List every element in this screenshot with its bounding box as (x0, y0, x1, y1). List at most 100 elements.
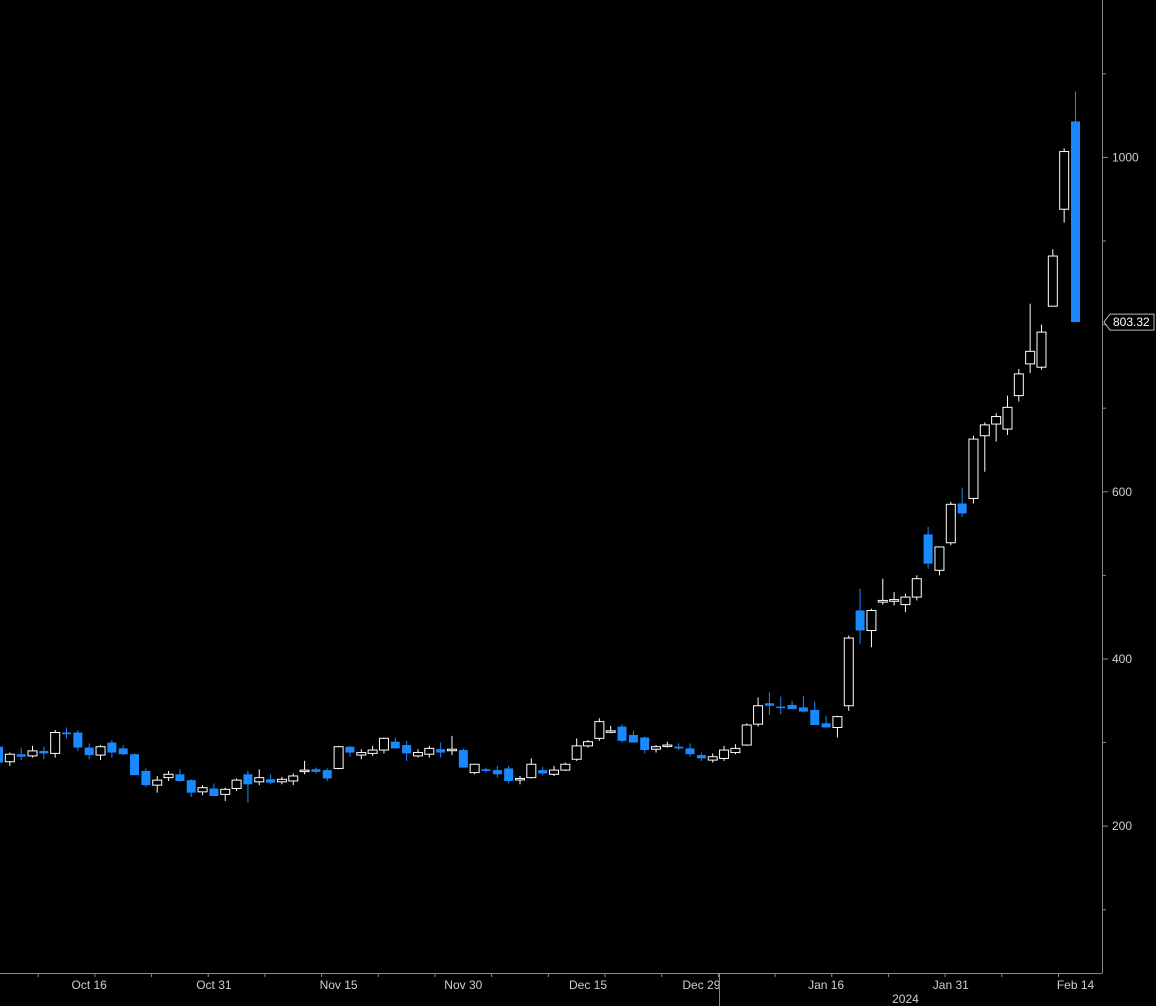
candle (900, 593, 911, 613)
candle-body (311, 769, 321, 772)
candle (311, 767, 321, 774)
candle (16, 747, 26, 761)
candle (594, 718, 605, 741)
candle (231, 778, 242, 792)
last-price-label: 803.32 (1113, 315, 1150, 329)
candle (50, 729, 61, 758)
candle-body (583, 741, 594, 747)
x-tick-label: Jan 31 (933, 978, 969, 992)
candle-body (979, 424, 990, 437)
candle-body (322, 770, 332, 779)
candle-body (662, 744, 673, 748)
candle (968, 435, 979, 504)
candle (95, 745, 106, 761)
candle (810, 701, 820, 725)
candle (402, 740, 412, 761)
x-tick-label: Oct 16 (72, 978, 108, 992)
candle-body (640, 737, 650, 751)
candle-body (186, 780, 196, 793)
candle-body (1002, 406, 1013, 430)
candle (662, 741, 673, 748)
candle-body (549, 769, 560, 775)
candle (209, 783, 219, 797)
candle-body (764, 703, 774, 706)
candle-body (73, 732, 83, 748)
candle (220, 787, 231, 802)
candle (446, 735, 457, 756)
y-tick-label: 200 (1112, 819, 1132, 833)
candle (957, 487, 967, 517)
candle (0, 746, 3, 763)
candle (821, 715, 831, 728)
candle (753, 697, 764, 727)
candle-body (333, 746, 344, 769)
candle (469, 763, 480, 775)
candle-body (696, 755, 706, 759)
candle-body (538, 770, 548, 774)
candle-body (651, 746, 662, 750)
candle-body (4, 753, 15, 763)
candle (605, 725, 616, 734)
candle (1071, 91, 1080, 323)
candle (243, 770, 253, 803)
candle (651, 745, 662, 753)
candle (1047, 249, 1058, 307)
candle (1013, 368, 1024, 402)
candle (991, 413, 1002, 442)
candle (640, 736, 650, 754)
candle-body (39, 750, 49, 754)
candle-body (356, 752, 367, 756)
candle (141, 768, 151, 787)
candle-body (674, 746, 684, 749)
candle (945, 501, 956, 546)
candle (288, 773, 299, 786)
candle (1036, 324, 1047, 370)
candle-body (118, 748, 128, 755)
candle-body (446, 748, 457, 752)
candle-body (492, 770, 502, 775)
candle-body (163, 773, 174, 779)
candle-body (560, 763, 571, 771)
candle-body (266, 779, 276, 783)
candle-body (741, 724, 752, 746)
candle-body (843, 637, 854, 707)
last-price-tag-box (1103, 313, 1155, 331)
candle-body (730, 747, 741, 754)
candle (118, 745, 128, 756)
candle-body (276, 778, 287, 783)
candle (719, 745, 730, 761)
candle (571, 738, 582, 761)
y-tick-label: 1000 (1112, 150, 1139, 164)
candle (152, 775, 163, 793)
candle-body (424, 747, 435, 755)
candle (27, 745, 38, 758)
candle (776, 696, 786, 715)
candle-body (27, 750, 38, 757)
candle (299, 760, 310, 775)
candle-body (378, 737, 389, 751)
x-tick-label: Nov 15 (320, 978, 358, 992)
candle (1025, 303, 1036, 374)
candle (333, 745, 344, 770)
candle-body (1071, 121, 1080, 323)
candle-body (367, 749, 378, 754)
candle (163, 770, 174, 781)
candle-body (1059, 151, 1070, 210)
candle-body (84, 747, 94, 756)
candle-body (707, 756, 718, 761)
candle (4, 752, 15, 766)
candle-body (243, 774, 253, 785)
candle (764, 692, 774, 715)
candle-body (594, 721, 605, 739)
candle (583, 740, 594, 748)
candle-body (617, 726, 627, 741)
candle (923, 526, 933, 569)
candle (62, 727, 72, 739)
candle-body (1025, 350, 1036, 365)
y-axis-ticks: 200 400 600 1000 (1102, 73, 1139, 911)
year-label: 2024 (892, 992, 919, 1006)
candle-body (481, 769, 491, 771)
candle-body (288, 775, 299, 782)
candle-body (934, 546, 945, 571)
candle (877, 578, 888, 605)
